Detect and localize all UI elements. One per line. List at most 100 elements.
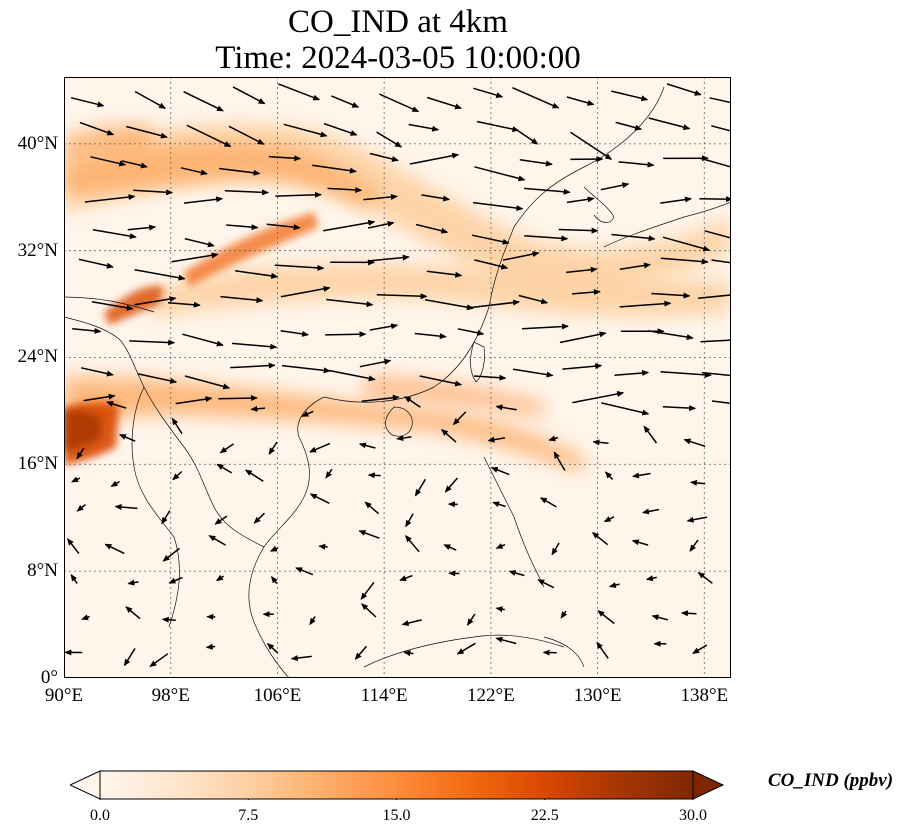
wind-arrow [180, 167, 208, 176]
wind-arrow [367, 472, 381, 479]
wind-arrow [219, 443, 235, 454]
wind-arrow [278, 83, 321, 101]
wind-arrow [121, 160, 148, 169]
wind-arrow [216, 463, 233, 474]
wind-arrow [309, 616, 316, 626]
wind-arrow [473, 374, 507, 381]
wind-arrow [512, 126, 539, 145]
lon-tick-label: 114°E [360, 685, 408, 706]
wind-arrow [611, 90, 649, 102]
wind-arrow [709, 97, 731, 104]
wind-arrow [474, 166, 526, 182]
wind-arrow [562, 363, 603, 370]
wind-arrow [269, 545, 279, 552]
wind-arrow [376, 131, 403, 148]
wind-arrow [619, 262, 651, 270]
wind-arrow [592, 439, 609, 446]
wind-arrow [162, 547, 180, 562]
wind-arrow [615, 121, 643, 131]
wind-arrow [426, 270, 463, 278]
wind-arrow [358, 442, 376, 449]
wind-arrow [127, 224, 157, 231]
wind-arrow [81, 614, 90, 621]
wind-arrow [495, 606, 505, 613]
wind-arrow [571, 289, 601, 296]
colorbar-tick-label: 0.0 [90, 807, 110, 824]
wind-arrow [643, 425, 658, 444]
wind-arrow [608, 582, 620, 588]
wind-arrow [266, 223, 301, 231]
lon-tick-label: 98°E [151, 685, 190, 706]
wind-arrow [415, 223, 449, 234]
wind-arrow [697, 571, 713, 584]
wind-arrow [518, 294, 549, 305]
wind-arrow [359, 358, 392, 368]
wind-arrow [470, 299, 520, 309]
wind-arrow [318, 543, 328, 550]
lat-tick-label: 32°N [17, 239, 58, 261]
wind-arrow [325, 331, 367, 338]
wind-arrow [424, 299, 474, 311]
wind-arrow [281, 364, 331, 374]
wind-vectors [64, 83, 731, 668]
wind-arrow [426, 96, 463, 110]
wind-arrow [686, 516, 708, 523]
wind-arrow [408, 123, 440, 132]
wind-arrow [137, 373, 178, 384]
wind-arrow [228, 125, 265, 145]
wind-arrow [603, 516, 615, 523]
wind-arrow [214, 515, 228, 525]
wind-arrow [597, 610, 615, 625]
wind-arrow [327, 186, 363, 193]
wind-arrow [421, 194, 451, 202]
wind-arrow [232, 86, 266, 105]
wind-arrow [79, 121, 115, 136]
colorbar [70, 770, 725, 800]
wind-arrow [487, 436, 506, 443]
wind-arrow [219, 167, 261, 176]
lat-tick-label: 0° [40, 667, 58, 688]
wind-arrow [127, 579, 139, 586]
wind-arrow [692, 644, 708, 654]
wind-arrow [712, 400, 731, 405]
wind-arrow [559, 331, 607, 344]
wind-arrow [123, 648, 136, 667]
colorbar-tick-label: 22.5 [530, 807, 559, 824]
wind-arrow [495, 543, 506, 549]
wind-arrow [474, 259, 509, 270]
map-canvas [64, 77, 731, 678]
wind-arrow [274, 264, 325, 271]
wind-arrow [495, 636, 517, 645]
wind-arrow [231, 342, 278, 350]
wind-arrow [76, 447, 85, 460]
lon-tick-label: 130°E [573, 685, 622, 706]
wind-arrow [253, 512, 266, 524]
colorbar-tick-label: 15.0 [382, 807, 411, 824]
wind-arrow [110, 480, 120, 488]
wind-arrow [632, 472, 651, 479]
wind-arrow [125, 606, 141, 620]
wind-arrow [134, 90, 167, 109]
wind-arrow [70, 96, 105, 108]
wind-arrow [220, 295, 264, 304]
wind-arrow [270, 576, 278, 584]
wind-arrow [230, 362, 276, 369]
wind-arrow [600, 182, 630, 191]
wind-arrow [182, 333, 224, 347]
lat-tick-label: 40°N [17, 132, 58, 154]
gridlines [64, 77, 731, 678]
map-panel [64, 77, 731, 678]
wind-arrow [369, 323, 399, 331]
wind-arrow [466, 613, 476, 626]
wind-arrow [72, 327, 102, 334]
wind-arrow [364, 501, 380, 515]
wind-arrow [80, 367, 114, 377]
wind-arrow [631, 539, 649, 546]
wind-arrow [280, 329, 310, 337]
lon-tick-label: 106°E [253, 685, 302, 706]
wind-arrow [566, 196, 595, 204]
wind-arrow [205, 643, 216, 650]
wind-arrow [399, 574, 413, 582]
chart-title: CO_IND at 4km [288, 4, 508, 40]
wind-arrow [234, 270, 279, 279]
